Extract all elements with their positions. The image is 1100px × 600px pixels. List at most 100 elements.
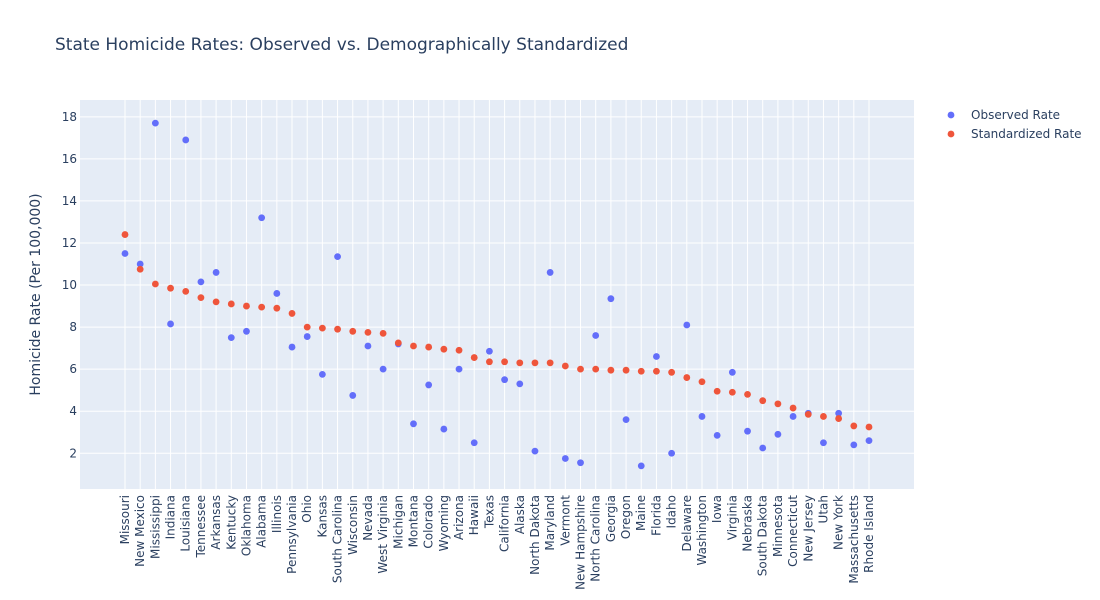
data-point[interactable] <box>243 327 250 335</box>
series-observed-rate[interactable] <box>121 119 873 470</box>
data-point[interactable] <box>759 444 767 452</box>
legend-item[interactable]: Observed Rate <box>947 108 1060 122</box>
data-point[interactable] <box>136 260 144 268</box>
data-point[interactable] <box>759 397 767 405</box>
data-point[interactable] <box>683 374 691 381</box>
data-point[interactable] <box>303 333 311 340</box>
data-point[interactable] <box>182 287 190 295</box>
data-point[interactable] <box>789 413 797 420</box>
data-point[interactable] <box>622 416 630 424</box>
data-point[interactable] <box>425 343 433 351</box>
data-point[interactable] <box>243 302 250 310</box>
data-point[interactable] <box>668 368 676 376</box>
data-points[interactable] <box>121 119 873 470</box>
data-point[interactable] <box>197 294 205 302</box>
data-point[interactable] <box>121 250 129 257</box>
data-point[interactable] <box>273 304 281 312</box>
data-point[interactable] <box>744 427 751 435</box>
data-point[interactable] <box>744 390 751 398</box>
data-point[interactable] <box>501 358 508 366</box>
data-point[interactable] <box>820 413 827 420</box>
data-point[interactable] <box>592 365 600 373</box>
data-point[interactable] <box>865 423 873 431</box>
data-point[interactable] <box>774 430 782 438</box>
data-point[interactable] <box>531 359 539 367</box>
data-point[interactable] <box>151 280 159 288</box>
data-point[interactable] <box>212 269 220 276</box>
data-point[interactable] <box>698 378 706 386</box>
data-point[interactable] <box>273 290 281 297</box>
data-point[interactable] <box>516 359 524 367</box>
data-point[interactable] <box>121 231 129 238</box>
data-point[interactable] <box>728 388 736 396</box>
data-point[interactable] <box>637 462 645 470</box>
data-point[interactable] <box>455 346 463 354</box>
data-point[interactable] <box>637 367 645 375</box>
data-point[interactable] <box>486 347 493 355</box>
data-point[interactable] <box>227 334 235 342</box>
data-point[interactable] <box>182 136 190 144</box>
data-point[interactable] <box>789 404 797 412</box>
data-point[interactable] <box>440 425 448 433</box>
data-point[interactable] <box>167 320 174 328</box>
legend-item[interactable]: Standardized Rate <box>947 127 1082 141</box>
data-point[interactable] <box>334 325 341 333</box>
data-point[interactable] <box>470 354 478 361</box>
data-point[interactable] <box>577 365 584 373</box>
data-point[interactable] <box>303 323 311 331</box>
data-point[interactable] <box>364 342 372 350</box>
data-point[interactable] <box>379 330 387 337</box>
data-point[interactable] <box>531 447 539 455</box>
data-point[interactable] <box>622 366 630 374</box>
data-point[interactable] <box>288 343 296 351</box>
data-point[interactable] <box>653 353 660 360</box>
data-point[interactable] <box>334 253 341 261</box>
data-point[interactable] <box>774 400 782 408</box>
data-point[interactable] <box>713 431 721 439</box>
data-point[interactable] <box>318 371 326 378</box>
data-point[interactable] <box>607 366 615 374</box>
data-point[interactable] <box>835 409 843 417</box>
data-point[interactable] <box>349 392 357 399</box>
data-point[interactable] <box>455 365 463 373</box>
data-point[interactable] <box>668 449 676 457</box>
data-point[interactable] <box>136 265 144 273</box>
data-point[interactable] <box>501 376 508 384</box>
data-point[interactable] <box>592 332 600 339</box>
data-point[interactable] <box>561 362 569 370</box>
data-point[interactable] <box>394 339 402 347</box>
data-point[interactable] <box>577 459 584 467</box>
legend[interactable]: Observed Rate Standardized Rate <box>947 108 1082 141</box>
data-point[interactable] <box>379 365 387 373</box>
data-point[interactable] <box>850 441 858 449</box>
data-point[interactable] <box>546 269 554 276</box>
data-point[interactable] <box>227 300 235 308</box>
data-point[interactable] <box>212 298 220 306</box>
data-point[interactable] <box>516 380 524 388</box>
data-point[interactable] <box>561 455 569 462</box>
data-point[interactable] <box>197 278 205 286</box>
data-point[interactable] <box>546 359 554 367</box>
data-point[interactable] <box>698 413 706 420</box>
data-point[interactable] <box>151 119 159 127</box>
data-point[interactable] <box>349 327 357 335</box>
data-point[interactable] <box>713 387 721 395</box>
data-point[interactable] <box>865 437 873 445</box>
data-point[interactable] <box>410 420 417 428</box>
data-point[interactable] <box>470 439 478 447</box>
series-standardized-rate[interactable] <box>121 231 873 431</box>
data-point[interactable] <box>288 310 296 317</box>
data-point[interactable] <box>258 303 266 311</box>
data-point[interactable] <box>318 324 326 332</box>
data-point[interactable] <box>607 295 615 303</box>
data-point[interactable] <box>728 368 736 376</box>
data-point[interactable] <box>364 328 372 336</box>
data-point[interactable] <box>683 321 691 329</box>
data-point[interactable] <box>425 381 433 389</box>
data-point[interactable] <box>167 284 174 292</box>
data-point[interactable] <box>410 342 417 350</box>
data-point[interactable] <box>653 367 660 375</box>
data-point[interactable] <box>835 415 843 422</box>
data-point[interactable] <box>820 439 827 447</box>
data-point[interactable] <box>804 410 812 418</box>
